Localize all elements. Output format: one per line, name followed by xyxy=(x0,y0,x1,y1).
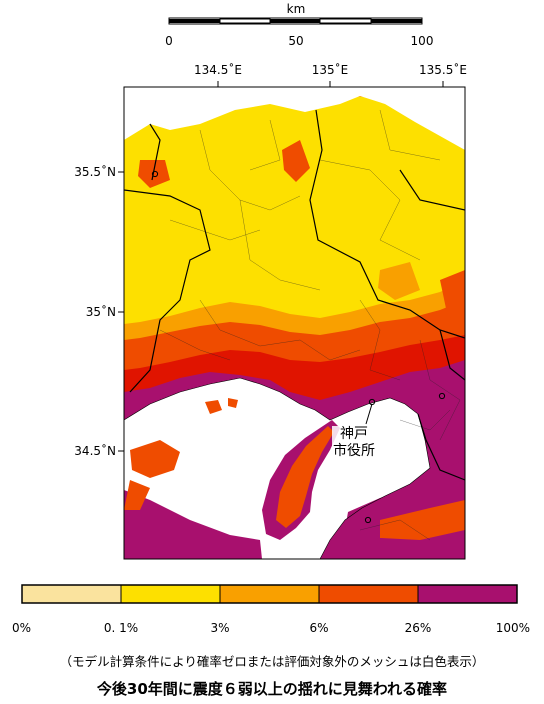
east-red-patch xyxy=(440,270,465,318)
legend-label-2: 3% xyxy=(210,621,230,635)
scale-bar-graphic xyxy=(168,17,423,25)
map-frame xyxy=(123,86,466,560)
land-zone-yellow xyxy=(124,96,465,324)
lon-tick-134-5: 134.5˚E xyxy=(194,63,242,77)
kobe-leader-line xyxy=(365,403,373,425)
city-marker-toyooka xyxy=(151,170,159,178)
legend-cell-0 xyxy=(21,584,122,604)
legend-frame xyxy=(21,584,518,604)
wakayama-red xyxy=(380,500,465,540)
coastline xyxy=(124,377,431,559)
legend-cell-4 xyxy=(417,584,518,604)
shodoshima-island xyxy=(130,440,180,478)
legend-cell-2 xyxy=(219,584,320,604)
small-island-1 xyxy=(205,400,222,414)
note-text: （モデル計算条件により確率ゼロまたは評価対象外のメッシュは白色表示） xyxy=(59,654,485,669)
map-title: 今後30年間に震度６弱以上の揺れに見舞われる確率 xyxy=(96,680,448,698)
legend-label-4: 26% xyxy=(404,621,432,635)
lat-tick-34-5: 34.5˚N xyxy=(74,444,116,458)
kobe-label-line2: 市役所 xyxy=(333,443,375,459)
city-marker-osaka xyxy=(438,392,446,400)
city-marker-wakayama xyxy=(364,516,372,524)
municipal-borders xyxy=(159,109,461,541)
legend-label-0: 0% xyxy=(12,621,32,635)
scale-unit-label: km xyxy=(286,2,306,16)
awaji-island-orange xyxy=(276,426,334,528)
kobe-label-line1: 神戸 xyxy=(340,426,368,442)
scale-label-50: 50 xyxy=(288,34,304,48)
scale-label-100: 100 xyxy=(410,34,434,48)
lat-tick-35-5: 35.5˚N xyxy=(74,165,116,179)
north-red-patch-2 xyxy=(282,140,310,182)
legend-label-1: 0. 1% xyxy=(103,621,139,635)
lon-tick-135: 135˚E xyxy=(311,63,349,77)
prefecture-borders xyxy=(124,109,465,481)
lon-tick-135-5: 135.5˚E xyxy=(419,63,467,77)
frame-ticks xyxy=(118,81,444,452)
north-red-patch-1 xyxy=(138,160,170,188)
legend-cell-1 xyxy=(120,584,221,604)
small-island-2 xyxy=(228,398,238,408)
kobe-city-hall-label: 神戸 市役所 xyxy=(332,426,376,460)
legend-label-5: 100% xyxy=(495,621,530,635)
lat-tick-35: 35˚N xyxy=(85,305,116,319)
shikoku-coast-red xyxy=(124,480,150,510)
shikoku-coast xyxy=(124,490,262,559)
sea-of-japan xyxy=(124,87,465,150)
legend-cell-3 xyxy=(318,584,419,604)
legend-label-3: 6% xyxy=(309,621,329,635)
scale-label-0: 0 xyxy=(165,34,173,48)
inland-orange-patch xyxy=(378,262,420,300)
